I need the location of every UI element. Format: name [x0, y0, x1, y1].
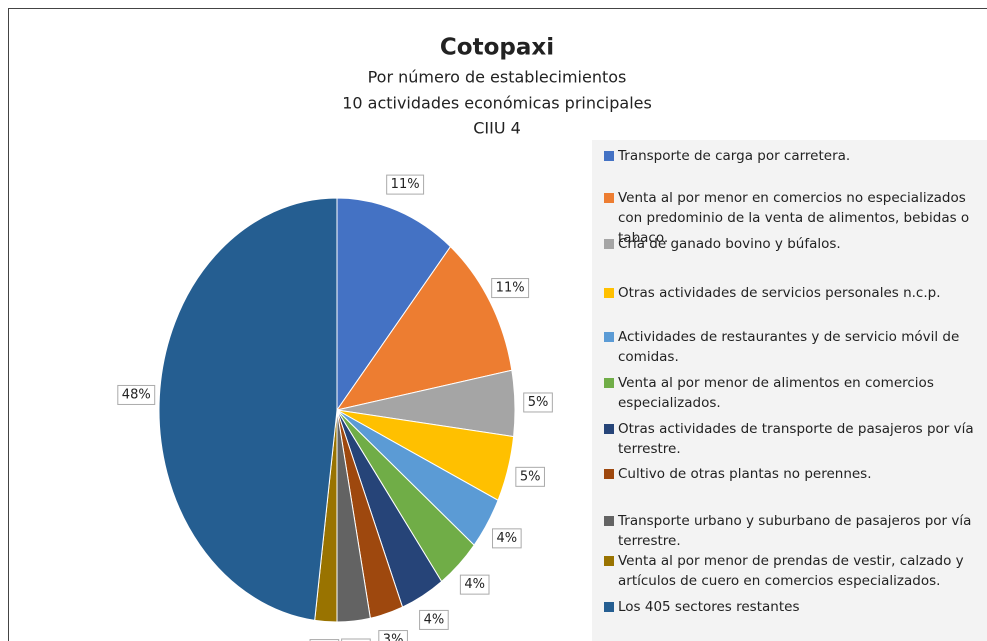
data-label-box	[492, 528, 522, 549]
chart-subtitle: 10 actividades económicas principales	[342, 94, 652, 113]
data-label-text: 11%	[391, 177, 420, 192]
chart-subtitle: Por número de establecimientos	[368, 68, 627, 87]
data-label: 4%	[419, 609, 449, 630]
chart-frame	[8, 8, 987, 641]
data-label-text: 11%	[496, 281, 525, 296]
legend-label: Transporte de carga por carretera.	[618, 148, 851, 164]
data-label-text: 48%	[122, 387, 151, 402]
legend-label: Cría de ganado bovino y búfalos.	[618, 236, 841, 252]
legend-swatch	[604, 602, 614, 612]
data-label-box	[341, 638, 371, 641]
legend-swatch	[604, 469, 614, 479]
pie-slice	[158, 197, 338, 621]
legend-swatch	[604, 556, 614, 566]
legend-swatch	[604, 193, 614, 203]
data-label-box	[309, 639, 340, 641]
legend-label: Venta al por menor de alimentos en comer…	[618, 375, 934, 411]
legend-swatch	[604, 378, 614, 388]
data-label-box	[459, 574, 490, 595]
data-label-text: 5%	[528, 395, 549, 410]
legend-label: Actividades de restaurantes y de servici…	[618, 329, 960, 365]
data-label: 5%	[515, 466, 545, 487]
data-label: 11%	[386, 174, 425, 195]
legend-swatch	[604, 516, 614, 526]
data-label-box	[419, 609, 449, 630]
data-label-box	[117, 384, 156, 405]
data-label-box	[386, 174, 425, 195]
data-label: 5%	[523, 392, 553, 413]
data-label: 4%	[459, 574, 490, 595]
legend-swatch	[604, 332, 614, 342]
pie-slice	[335, 245, 513, 411]
legend-label: Cultivo de otras plantas no perennes.	[618, 466, 872, 482]
data-label-text: 5%	[520, 469, 541, 484]
data-label: 48%	[117, 384, 156, 405]
legend-label: Venta al por menor en comercios no espec…	[618, 190, 970, 246]
legend-swatch	[604, 151, 614, 161]
legend-label: Otras actividades de transporte de pasaj…	[618, 421, 974, 457]
legend: Transporte de carga por carretera. Venta …	[592, 140, 987, 641]
data-label: 2%	[309, 639, 340, 641]
legend-label: Transporte urbano y suburbano de pasajer…	[618, 513, 972, 549]
legend-swatch	[604, 288, 614, 298]
data-label-text: 4%	[497, 531, 518, 546]
data-label: 11%	[491, 278, 530, 299]
chart-subtitle: CIIU 4	[473, 119, 521, 138]
legend-swatch	[604, 239, 614, 249]
pie-slice	[336, 197, 452, 412]
data-label-text: 4%	[424, 612, 445, 627]
data-label: 3%	[378, 630, 408, 641]
data-label-text: 3%	[383, 633, 404, 641]
data-label-box	[515, 466, 545, 487]
data-label-box	[491, 278, 530, 299]
data-label-text: 4%	[464, 577, 485, 592]
legend-swatch	[604, 424, 614, 434]
data-label-box	[378, 630, 408, 641]
legend-label: Venta al por menor de prendas de vestir,…	[618, 553, 964, 589]
chart-title: Cotopaxi	[440, 35, 554, 61]
data-label-box	[523, 392, 553, 413]
legend-label: Otras actividades de servicios personale…	[618, 285, 941, 301]
data-label: 4%	[492, 528, 522, 549]
legend-label: Los 405 sectores restantes	[618, 599, 800, 615]
